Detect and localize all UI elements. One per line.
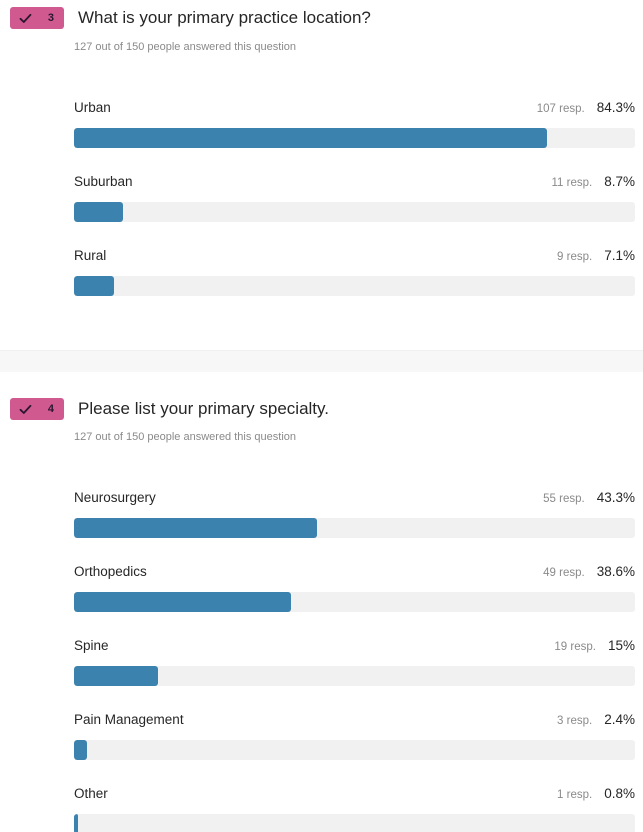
bar-track [74,518,635,538]
response-percent: 15% [607,638,635,653]
bar-track [74,202,635,222]
response-percent: 2.4% [604,712,635,727]
answer-stats: 55 resp. 43.3% [543,490,635,505]
answered-count: 127 out of 150 people answered this ques… [74,41,296,53]
answer-row-rural: Rural 9 resp. 7.1% [74,248,635,296]
section-divider [0,350,643,372]
response-percent: 43.3% [596,490,635,505]
response-count: 11 resp. [551,177,593,189]
question-number: 3 [47,12,54,24]
answer-label: Neurosurgery [74,490,156,505]
response-percent: 8.7% [604,174,635,189]
bar-track [74,666,635,686]
answer-stats: 19 resp. 15% [554,638,635,653]
question-card-3: 3 What is your primary practice location… [0,0,643,350]
answer-row-other: Other 1 resp. 0.8% [74,786,635,832]
check-icon [19,13,32,23]
bar-fill [74,740,87,760]
question-header: 3 What is your primary practice location… [10,7,371,29]
answer-row-neurosurgery: Neurosurgery 55 resp. 43.3% [74,490,635,538]
answer-label: Orthopedics [74,564,147,579]
answer-row-urban: Urban 107 resp. 84.3% [74,100,635,148]
bar-fill [74,518,317,538]
bar-fill [74,592,291,612]
question-number-badge: 4 [10,398,64,420]
response-count: 19 resp. [554,641,596,653]
response-percent: 38.6% [596,564,635,579]
bar-fill [74,666,158,686]
response-count: 107 resp. [536,103,585,115]
answer-label: Other [74,786,108,801]
answer-label: Rural [74,248,107,263]
answer-label: Urban [74,100,111,115]
response-count: 49 resp. [543,567,585,579]
response-count: 1 resp. [557,789,593,801]
answer-stats: 9 resp. 7.1% [557,248,635,263]
bar-track [74,814,635,832]
answer-row-spine: Spine 19 resp. 15% [74,638,635,686]
response-count: 3 resp. [557,715,593,727]
bar-track [74,128,635,148]
answer-label: Suburban [74,174,133,189]
bar-fill [74,814,78,832]
bar-fill [74,128,547,148]
response-percent: 0.8% [604,786,635,801]
response-count: 55 resp. [543,493,585,505]
question-number: 4 [47,403,54,415]
answer-stats: 11 resp. 8.7% [552,174,635,189]
response-percent: 7.1% [604,248,635,263]
answer-stats: 1 resp. 0.8% [557,786,635,801]
response-percent: 84.3% [596,100,635,115]
bar-track [74,740,635,760]
answered-count: 127 out of 150 people answered this ques… [74,431,296,443]
answer-stats: 3 resp. 2.4% [557,712,635,727]
bar-fill [74,202,123,222]
answer-row-suburban: Suburban 11 resp. 8.7% [74,174,635,222]
answer-row-orthopedics: Orthopedics 49 resp. 38.6% [74,564,635,612]
answer-stats: 107 resp. 84.3% [537,100,635,115]
answer-label: Spine [74,638,109,653]
question-title: Please list your primary specialty. [78,399,329,418]
bar-track [74,276,635,296]
response-count: 9 resp. [557,251,593,263]
question-number-badge: 3 [10,7,64,29]
answer-label: Pain Management [74,712,184,727]
check-icon [19,404,32,414]
answer-stats: 49 resp. 38.6% [543,564,635,579]
answer-row-pain-management: Pain Management 3 resp. 2.4% [74,712,635,760]
question-card-4: 4 Please list your primary specialty. 12… [0,372,643,832]
bar-fill [74,276,114,296]
question-title: What is your primary practice location? [78,8,371,27]
bar-track [74,592,635,612]
question-header: 4 Please list your primary specialty. [10,398,329,420]
